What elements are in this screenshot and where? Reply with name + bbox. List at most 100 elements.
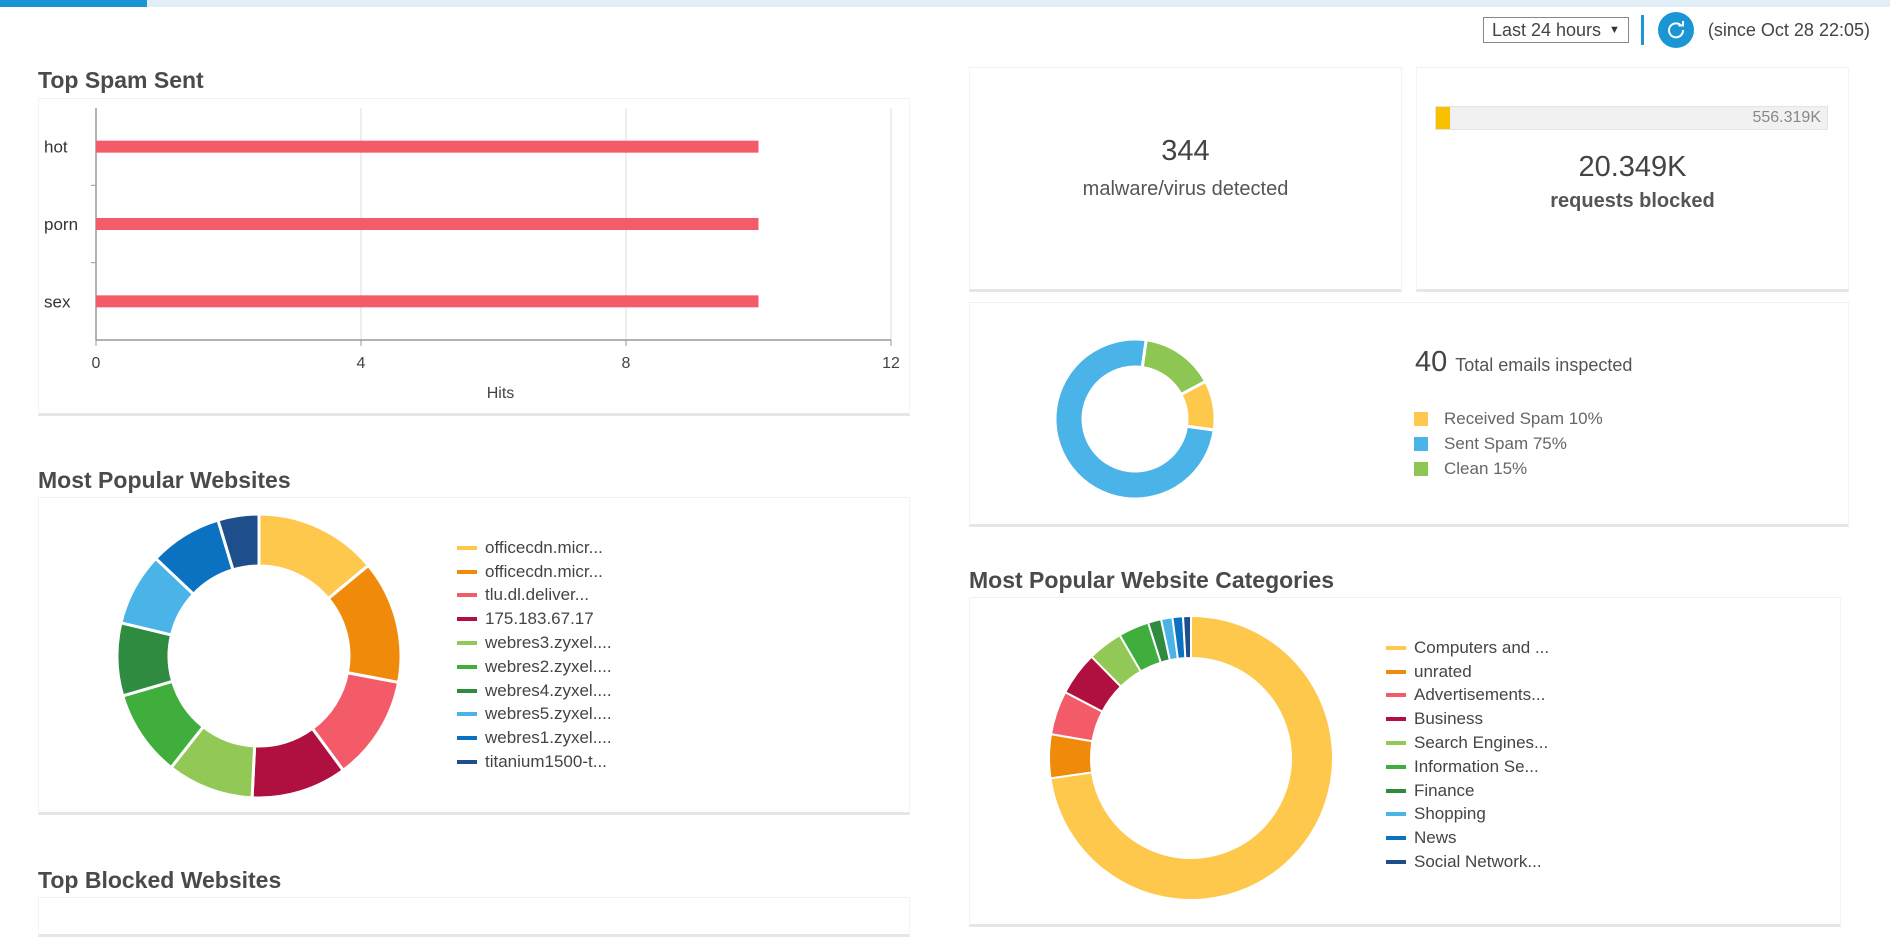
legend-label: webres5.zyxel.... — [485, 704, 612, 724]
legend-item[interactable]: tlu.dl.deliver... — [457, 584, 612, 608]
x-axis-label: Hits — [487, 385, 515, 402]
top-spam-bar-chart: 0 4 8 12 hot porn sex Hits — [44, 108, 900, 402]
requests-count: 20.349K — [1578, 151, 1687, 183]
legend-label: Business — [1414, 709, 1483, 729]
legend-label: webres4.zyxel.... — [485, 680, 612, 700]
legend-label: tlu.dl.deliver... — [485, 585, 589, 605]
legend-item[interactable]: webres4.zyxel.... — [457, 679, 612, 703]
page-load-progress — [0, 0, 1890, 7]
y-category-label: hot — [44, 138, 68, 157]
time-range-select[interactable]: Last 24 hours ▼ — [1482, 17, 1629, 43]
legend-label: titanium1500-t... — [485, 752, 607, 772]
slice-10[interactable] — [1181, 614, 1192, 660]
legend-swatch — [457, 664, 477, 669]
bar-sex[interactable] — [96, 295, 759, 308]
websites-title: Most Popular Websites — [38, 467, 291, 493]
requests-bar-fill — [1436, 107, 1451, 129]
y-category-label: porn — [44, 215, 78, 234]
legend-label: unrated — [1414, 661, 1472, 681]
legend-label: Advertisements... — [1414, 685, 1546, 705]
slice-1[interactable] — [1049, 614, 1334, 901]
legend-swatch — [1414, 461, 1428, 476]
legend-swatch — [457, 688, 477, 693]
legend-swatch — [1386, 645, 1406, 650]
legend-item[interactable]: Business — [1386, 707, 1549, 731]
email-legend-item[interactable]: Received Spam 10% — [1414, 406, 1603, 431]
emails-total: 40 Total emails inspected — [1415, 346, 1632, 379]
x-tick-label: 0 — [92, 355, 101, 372]
slice-10[interactable] — [216, 512, 261, 572]
legend-swatch — [457, 760, 477, 765]
malware-label: malware/virus detected — [1082, 178, 1289, 200]
legend-item[interactable]: Information Se... — [1386, 755, 1549, 779]
progress-fill — [0, 0, 148, 7]
legend-swatch — [1386, 764, 1406, 769]
legend-swatch — [457, 736, 477, 741]
requests-label: requests blocked — [1550, 190, 1715, 212]
legend-item[interactable]: Search Engines... — [1386, 731, 1549, 755]
legend-swatch — [1414, 436, 1428, 451]
legend-swatch — [457, 593, 477, 598]
legend-item[interactable]: 175.183.67.17 — [457, 607, 612, 631]
categories-title: Most Popular Website Categories — [969, 567, 1335, 593]
bar-porn[interactable] — [96, 218, 759, 230]
blocked-title: Top Blocked Websites — [38, 867, 282, 893]
emails-count: 40 — [1415, 346, 1448, 378]
legend-swatch — [457, 712, 477, 717]
legend-item[interactable]: Shopping — [1386, 803, 1549, 827]
legend-swatch — [1386, 812, 1406, 817]
legend-item[interactable]: webres3.zyxel.... — [457, 631, 612, 655]
legend-label: 175.183.67.17 — [485, 609, 594, 629]
legend-item[interactable]: Computers and ... — [1386, 636, 1549, 660]
legend-label: Shopping — [1414, 804, 1486, 824]
legend-label: webres3.zyxel.... — [485, 633, 612, 653]
websites-legend: officecdn.micr... officecdn.micr... tlu.dl… — [457, 536, 612, 774]
refresh-button[interactable] — [1657, 12, 1694, 48]
legend-item[interactable]: webres1.zyxel.... — [457, 726, 612, 750]
legend-swatch — [457, 545, 477, 550]
legend-item[interactable]: Finance — [1386, 779, 1549, 803]
x-tick-label: 8 — [622, 355, 631, 372]
legend-item[interactable]: Advertisements... — [1386, 684, 1549, 708]
legend-label: Finance — [1414, 780, 1475, 800]
categories-donut-chart — [1048, 614, 1334, 901]
legend-label: webres1.zyxel.... — [485, 728, 612, 748]
email-legend-item[interactable]: Clean 15% — [1414, 456, 1603, 481]
legend-swatch — [1414, 411, 1428, 426]
legend-item[interactable]: webres2.zyxel.... — [457, 655, 612, 679]
time-range-bar: Last 24 hours ▼ (since Oct 28 22:05) — [1482, 12, 1870, 48]
requests-blocked-card: 556.319K 20.349K requests blocked — [1416, 67, 1849, 292]
divider — [1640, 15, 1644, 45]
requests-bar: 556.319K — [1435, 106, 1828, 130]
emails-card — [969, 302, 1849, 527]
legend-swatch — [457, 617, 477, 622]
legend-item[interactable]: titanium1500-t... — [457, 750, 612, 774]
legend-label: officecdn.micr... — [485, 561, 603, 581]
blocked-card — [38, 897, 910, 937]
legend-label: Received Spam 10% — [1444, 408, 1603, 428]
categories-legend: Computers and ... unrated Advertisements..… — [1386, 636, 1549, 874]
slice-3[interactable] — [1053, 337, 1216, 501]
email-legend-item[interactable]: Sent Spam 75% — [1414, 431, 1603, 456]
legend-item[interactable]: Social Network... — [1386, 850, 1549, 874]
legend-swatch — [1386, 693, 1406, 698]
bar-hot[interactable] — [96, 140, 759, 153]
legend-item[interactable]: News — [1386, 826, 1549, 850]
x-tick-label: 12 — [882, 355, 900, 372]
legend-item[interactable]: webres5.zyxel.... — [457, 703, 612, 727]
legend-swatch — [457, 569, 477, 574]
legend-swatch — [1386, 788, 1406, 793]
legend-label: Sent Spam 75% — [1444, 433, 1567, 453]
legend-label: Social Network... — [1414, 852, 1542, 872]
legend-item[interactable]: officecdn.micr... — [457, 560, 612, 584]
malware-card: 344 malware/virus detected — [969, 67, 1402, 292]
legend-label: Information Se... — [1414, 756, 1539, 776]
legend-label: News — [1414, 828, 1457, 848]
legend-label: Computers and ... — [1414, 637, 1550, 657]
legend-item[interactable]: unrated — [1386, 660, 1549, 684]
legend-label: officecdn.micr... — [485, 537, 603, 557]
legend-label: Clean 15% — [1444, 458, 1528, 478]
legend-item[interactable]: officecdn.micr... — [457, 536, 612, 560]
top-spam-title: Top Spam Sent — [38, 67, 204, 93]
caret-down-icon: ▼ — [1609, 24, 1620, 36]
